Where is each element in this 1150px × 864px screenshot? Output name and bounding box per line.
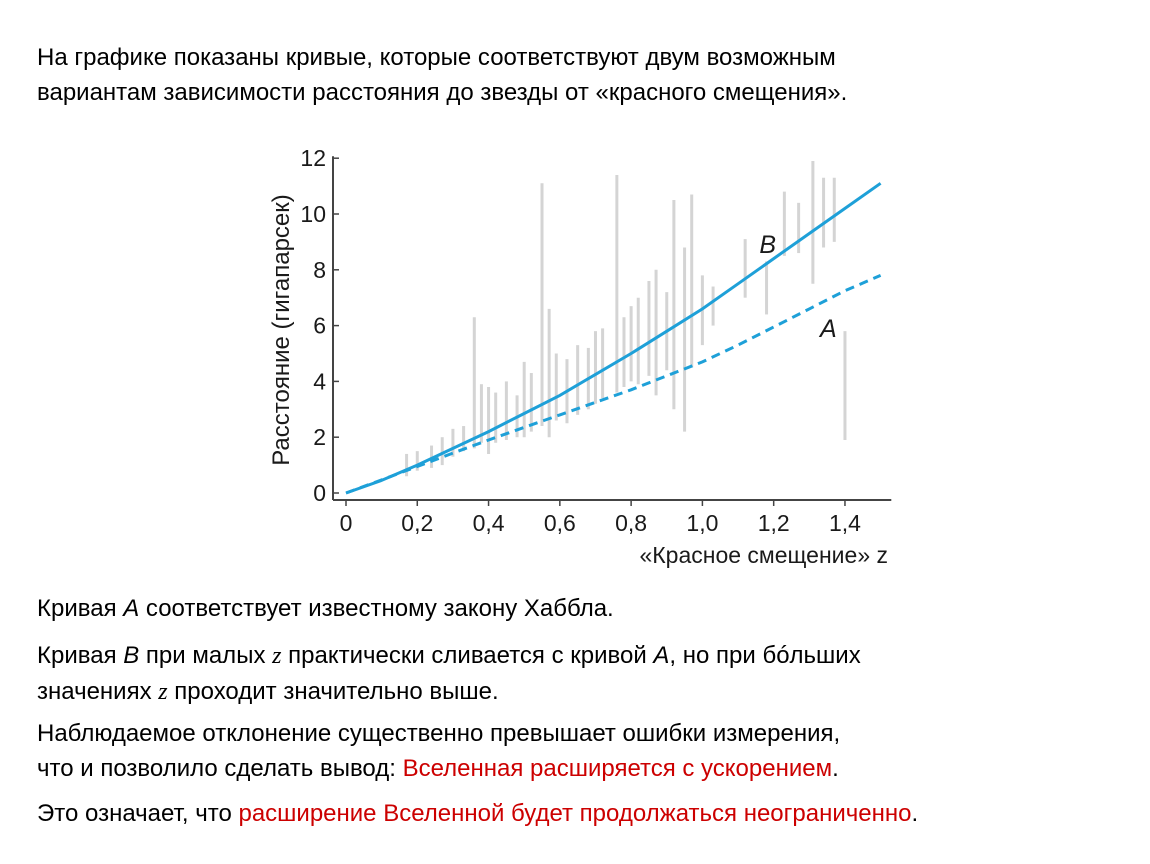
x-ticks: 0 0,2 0,4 0,6 0,8 1,0 1,2 1,4 bbox=[340, 500, 861, 536]
x-tick-label: 0,4 bbox=[473, 510, 505, 536]
x-tick-label: 0,2 bbox=[401, 510, 433, 536]
paragraph-curve-a: Кривая A соответствует известному закону… bbox=[37, 591, 614, 626]
text: , но при бóльших bbox=[669, 642, 861, 669]
curve-b bbox=[345, 182, 882, 495]
x-tick-label: 0,8 bbox=[615, 510, 647, 536]
curve-label-b: B bbox=[759, 231, 776, 259]
y-tick-label: 8 bbox=[313, 257, 326, 283]
text: значениях bbox=[37, 678, 159, 705]
y-tick-label: 12 bbox=[300, 145, 326, 171]
intro-line-1: На графике показаны кривые, которые соот… bbox=[37, 44, 836, 71]
z-symbol: z bbox=[158, 679, 168, 705]
curve-a bbox=[345, 274, 882, 495]
curves bbox=[345, 182, 882, 495]
text: Наблюдаемое отклонение существенно превы… bbox=[37, 720, 841, 747]
text: при малых bbox=[139, 642, 273, 669]
intro-line-2: вариантам зависимости расстояния до звез… bbox=[37, 79, 848, 106]
curve-label-a: A bbox=[818, 315, 837, 343]
text: Кривая bbox=[37, 595, 124, 622]
x-tick-label: 1,0 bbox=[686, 510, 718, 536]
x-tick-label: 0 bbox=[340, 510, 353, 536]
conclusion-highlight: Вселенная расширяется с ускорением bbox=[402, 755, 833, 782]
meaning-highlight: расширение Вселенной будет продолжаться … bbox=[238, 800, 912, 827]
text: Это означает, что bbox=[37, 800, 239, 827]
paragraph-curve-b: Кривая B при малых z практически сливает… bbox=[37, 638, 861, 710]
y-tick-label: 0 bbox=[313, 480, 326, 506]
text: Кривая bbox=[37, 642, 124, 669]
text: соответствует известному закону Хаббла. bbox=[139, 595, 614, 622]
x-tick-label: 1,2 bbox=[758, 510, 790, 536]
paragraph-meaning: Это означает, что расширение Вселенной б… bbox=[37, 796, 918, 831]
text: практически сливается с кривой bbox=[281, 642, 654, 669]
y-tick-label: 6 bbox=[313, 313, 326, 339]
x-tick-label: 1,4 bbox=[829, 510, 861, 536]
y-tick-label: 10 bbox=[300, 201, 326, 227]
error-bars bbox=[405, 160, 847, 477]
curve-a-letter: A bbox=[653, 642, 670, 669]
y-axis-title: Расстояние (гигапарсек) bbox=[268, 194, 295, 466]
x-axis-title: «Красное смещение» z bbox=[639, 542, 888, 568]
text: проходит значительно выше. bbox=[167, 678, 499, 705]
y-tick-label: 2 bbox=[313, 424, 326, 450]
curve-a-letter: A bbox=[123, 595, 140, 622]
paragraph-deviation: Наблюдаемое отклонение существенно превы… bbox=[37, 716, 840, 786]
x-tick-label: 0,6 bbox=[544, 510, 576, 536]
text: . bbox=[911, 800, 919, 827]
y-tick-label: 4 bbox=[313, 368, 326, 394]
curve-b-letter: B bbox=[123, 642, 140, 669]
y-ticks: 0 2 4 6 8 10 12 bbox=[300, 145, 339, 506]
z-symbol: z bbox=[272, 643, 282, 669]
text: что и позволило сделать вывод: bbox=[37, 755, 403, 782]
text: . bbox=[832, 755, 839, 782]
